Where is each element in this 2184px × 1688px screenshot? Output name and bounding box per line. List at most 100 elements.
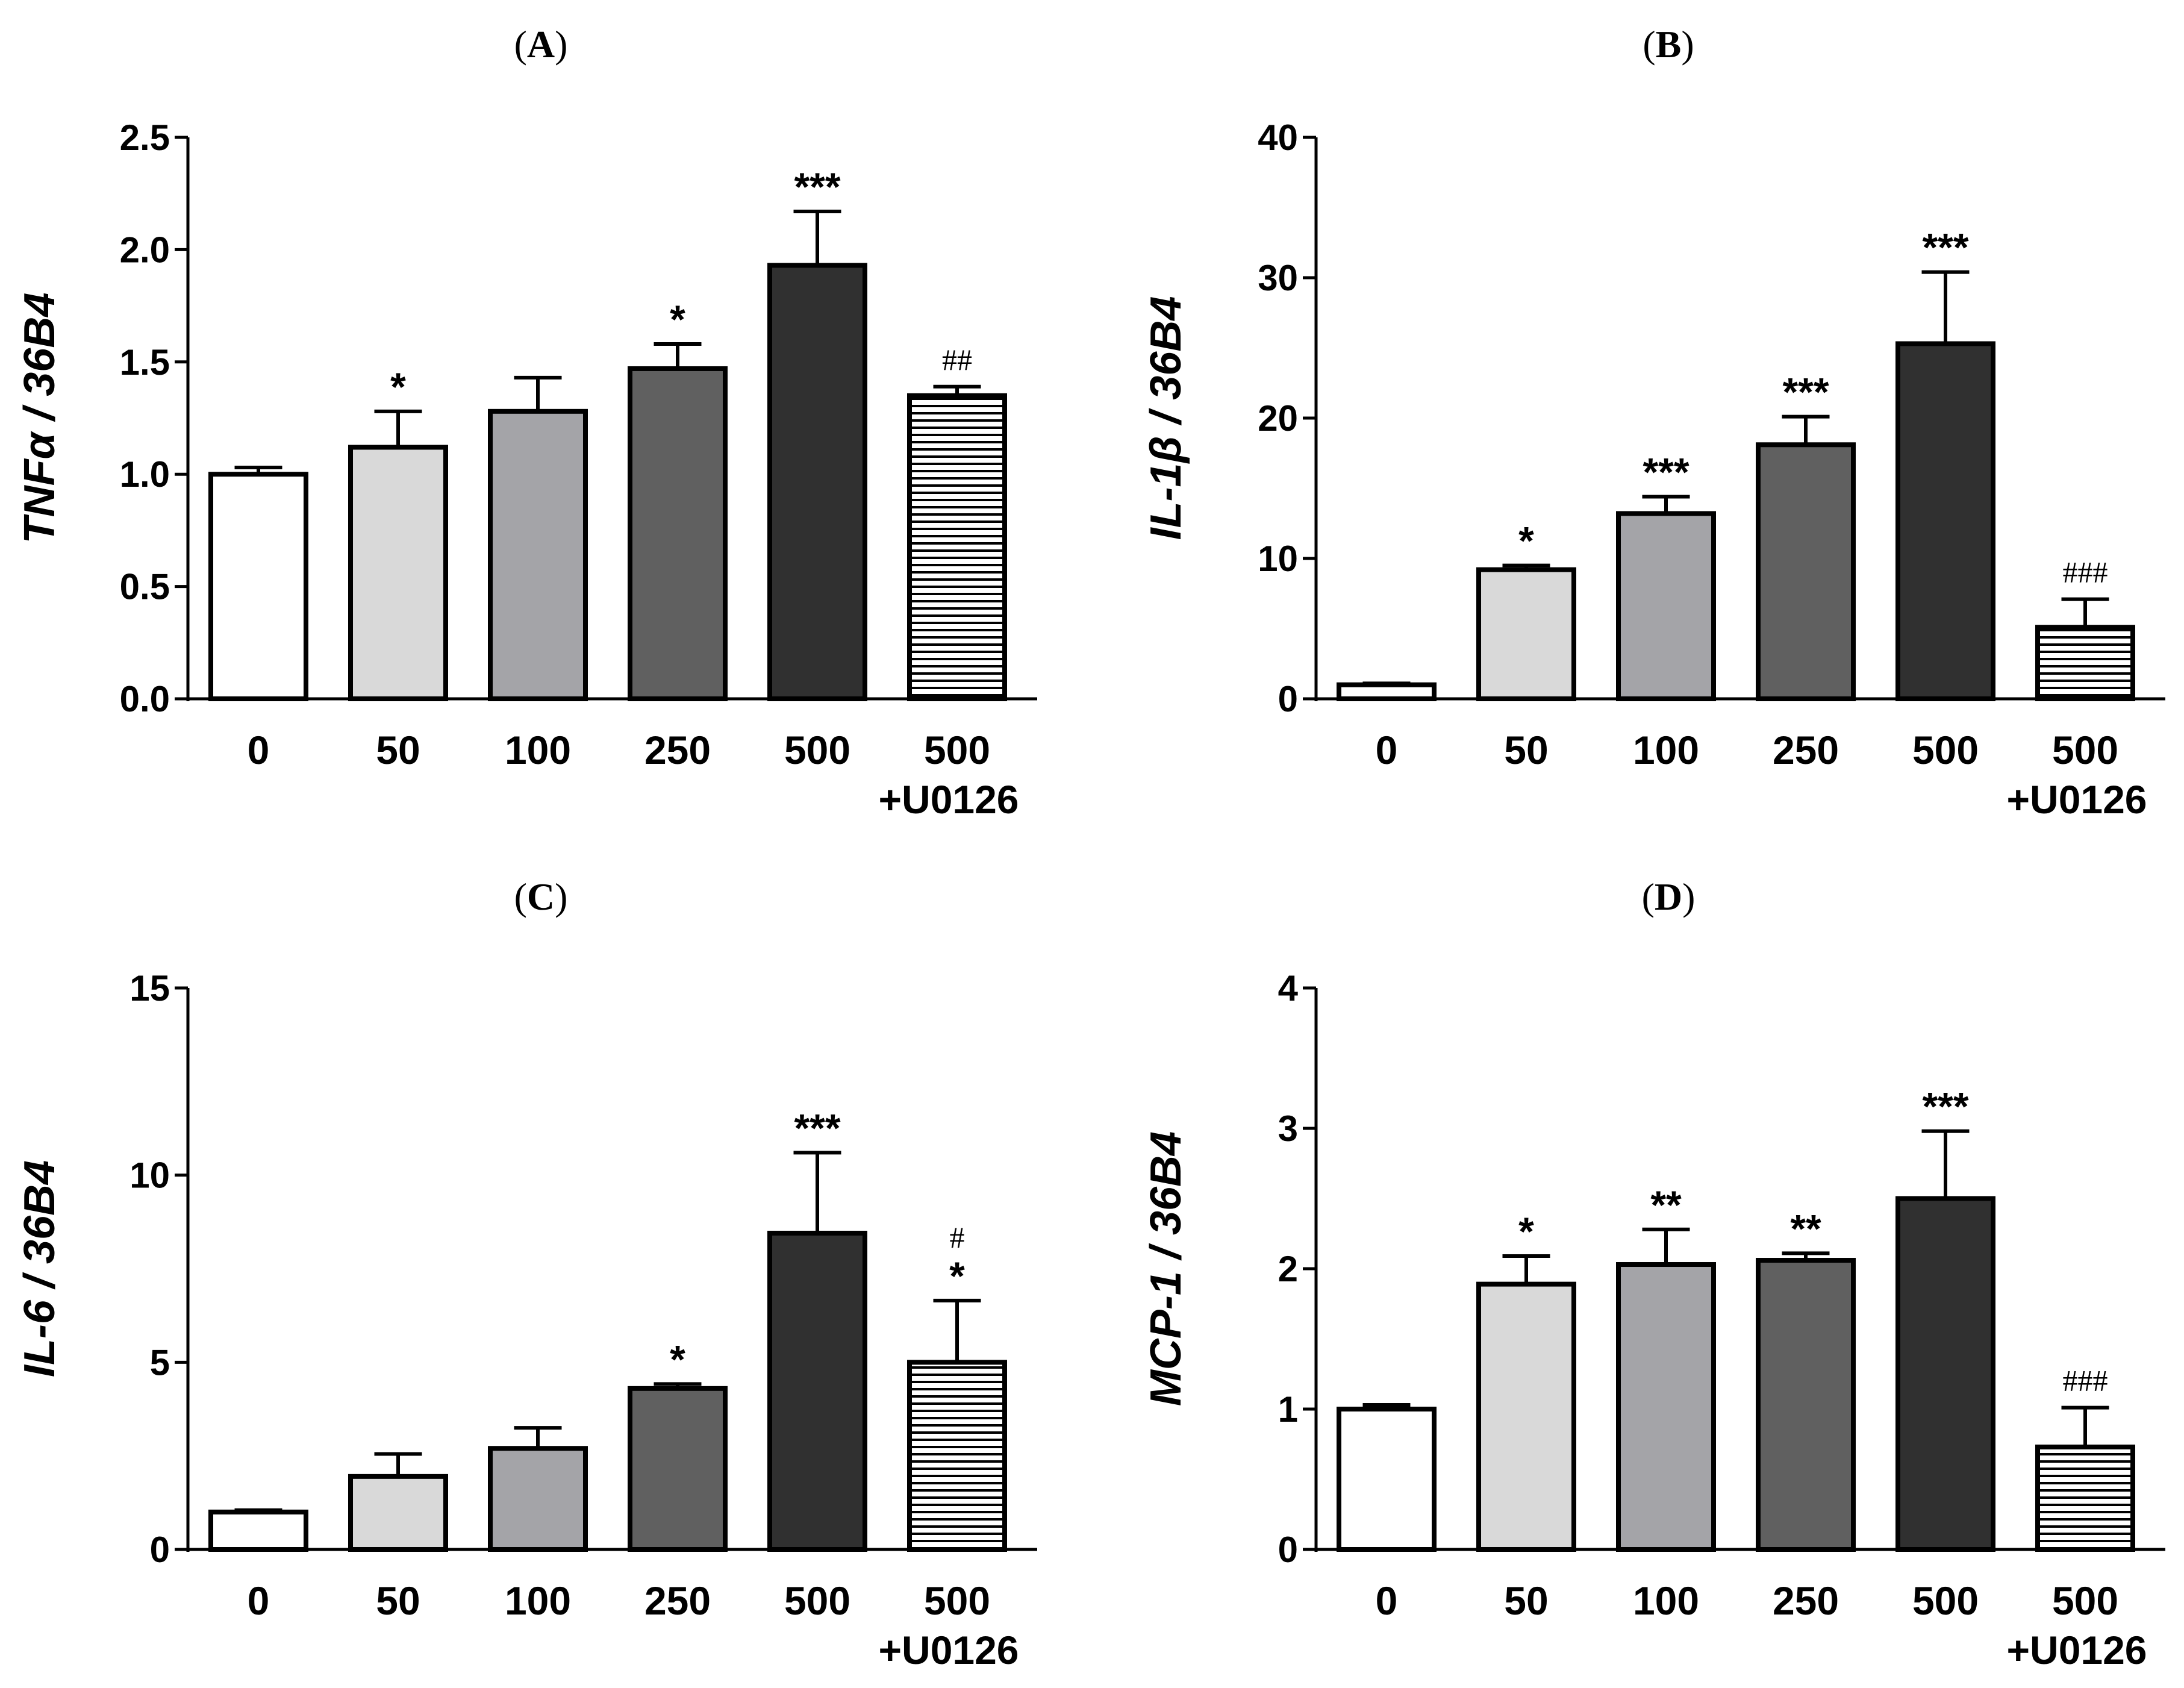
panel-title-letter: A — [527, 23, 555, 66]
hash-marker: ## — [942, 343, 972, 377]
panel-title: (D) — [1642, 875, 1696, 918]
bar — [767, 1230, 867, 1552]
y-tick-label: 20 — [1258, 398, 1298, 439]
hash-marker: ### — [2063, 555, 2108, 589]
bar — [1756, 1258, 1856, 1552]
significance-marker: ** — [1650, 1183, 1682, 1227]
bar — [1616, 1262, 1716, 1552]
panel-title-open-paren: ( — [514, 23, 527, 66]
x-category-label: 500 — [2052, 1578, 2118, 1623]
panel-title-letter: D — [1655, 875, 1682, 918]
bar — [488, 1446, 588, 1552]
significance-marker: * — [670, 1337, 685, 1381]
panel-title-close-paren: ) — [1681, 23, 1694, 66]
significance-marker: ** — [1790, 1206, 1821, 1251]
panel-title-open-paren: ( — [1643, 23, 1655, 66]
bar — [907, 393, 1007, 701]
y-tick-label: 1 — [1278, 1389, 1298, 1430]
x-category-label: 500 — [1912, 1578, 1979, 1623]
x-category-label: 500 — [2052, 728, 2118, 772]
bar — [2035, 1444, 2135, 1552]
panel-d: (D) 0 1 2 3 4 MCP-1 / 36B4 0 50 * 100 ** 250 ** 500 ***… — [1142, 875, 2165, 1672]
bar — [1895, 341, 1995, 701]
bar — [1337, 682, 1437, 701]
bar — [348, 445, 448, 701]
y-axis-label: TNFα / 36B4 — [16, 293, 64, 544]
bar — [208, 472, 308, 701]
x-category-label: 50 — [1504, 1578, 1548, 1623]
panel-title-letter: C — [527, 875, 555, 918]
y-axis-label: MCP-1 / 36B4 — [1142, 1131, 1190, 1406]
x-category-label: 100 — [505, 728, 571, 772]
x-category-label: 50 — [376, 728, 420, 772]
y-tick-label: 2.5 — [120, 117, 170, 158]
x-category-label: 50 — [1504, 728, 1548, 772]
panel-title-close-paren: ) — [1682, 875, 1695, 918]
bar — [2035, 625, 2135, 702]
y-axis-label: IL-6 / 36B4 — [16, 1160, 64, 1377]
y-tick-label: 3 — [1278, 1108, 1298, 1149]
y-tick-label: 0 — [1278, 679, 1298, 719]
y-tick-label: 10 — [129, 1155, 170, 1196]
significance-marker: *** — [1643, 449, 1689, 494]
x-category-label: 500 — [1912, 728, 1979, 772]
significance-marker: *** — [1782, 370, 1829, 414]
x-category-label: 500 — [784, 728, 850, 772]
significance-marker: * — [1518, 1209, 1534, 1254]
panel-c: (C) 0 5 10 15 IL-6 / 36B4 0 50 100 250 * 500 *** 500 +… — [16, 875, 1037, 1672]
y-tick-label: 40 — [1258, 117, 1298, 158]
panel-title-open-paren: ( — [1642, 875, 1655, 918]
x-category-sublabel: +U0126 — [878, 1628, 1019, 1672]
bar — [1337, 1407, 1437, 1552]
x-category-sublabel: +U0126 — [2006, 777, 2147, 822]
y-tick-label: 30 — [1258, 258, 1298, 298]
hash-marker: # — [950, 1221, 965, 1254]
bar — [628, 1386, 728, 1552]
panel-title-close-paren: ) — [555, 875, 567, 918]
panel-a: (A) 0.0 0.5 1.0 1.5 2.0 2.5 TNFα / 36B4 0 50 * 100 2… — [16, 23, 1037, 822]
x-category-label: 250 — [1773, 1578, 1839, 1623]
x-category-label: 500 — [924, 1578, 990, 1623]
bar — [208, 1509, 308, 1552]
bar — [488, 408, 588, 701]
significance-marker: * — [1518, 519, 1534, 563]
significance-marker: * — [949, 1254, 965, 1298]
y-tick-label: 0.5 — [120, 567, 170, 607]
x-category-label: 0 — [1376, 728, 1398, 772]
x-category-label: 100 — [1633, 1578, 1699, 1623]
significance-marker: * — [390, 364, 406, 409]
y-axis-label: IL-1β / 36B4 — [1142, 296, 1190, 540]
panel-title: (C) — [514, 875, 568, 918]
significance-marker: *** — [794, 164, 840, 209]
y-tick-label: 0.0 — [120, 679, 170, 719]
x-category-label: 250 — [644, 1578, 711, 1623]
y-tick-label: 0 — [1278, 1530, 1298, 1570]
significance-marker: * — [670, 297, 685, 342]
x-category-label: 500 — [924, 728, 990, 772]
bar — [1476, 567, 1576, 702]
panel-title-open-paren: ( — [514, 875, 527, 918]
x-category-label: 100 — [505, 1578, 571, 1623]
x-category-label: 250 — [1773, 728, 1839, 772]
y-tick-label: 1.5 — [120, 342, 170, 383]
y-tick-label: 10 — [1258, 539, 1298, 579]
x-category-label: 500 — [784, 1578, 850, 1623]
y-tick-label: 15 — [129, 968, 170, 1008]
bar — [767, 263, 867, 702]
x-category-label: 0 — [1376, 1578, 1398, 1623]
hash-marker: ### — [2063, 1364, 2108, 1398]
x-category-label: 0 — [248, 728, 270, 772]
bar — [907, 1360, 1007, 1552]
bar — [628, 366, 728, 701]
y-tick-label: 2.0 — [120, 230, 170, 270]
y-tick-label: 2 — [1278, 1249, 1298, 1289]
y-tick-label: 0 — [150, 1530, 170, 1570]
bar — [1476, 1281, 1576, 1552]
x-category-label: 250 — [644, 728, 711, 772]
x-category-label: 0 — [248, 1578, 270, 1623]
x-category-label: 50 — [376, 1578, 420, 1623]
bar — [1616, 511, 1716, 701]
panel-title-close-paren: ) — [555, 23, 567, 66]
bar — [348, 1474, 448, 1552]
